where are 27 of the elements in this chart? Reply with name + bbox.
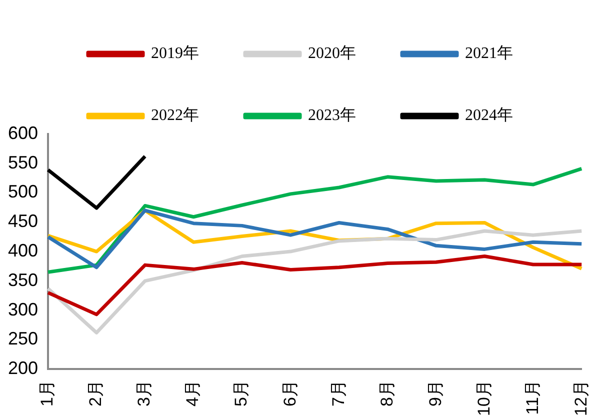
x-tick-label: 4月 xyxy=(183,380,202,407)
y-tick-label: 450 xyxy=(8,211,38,232)
x-tick-label: 9月 xyxy=(426,380,445,407)
x-tick-label: 5月 xyxy=(232,380,251,407)
x-tick-label: 1月 xyxy=(38,380,57,407)
x-tick-label: 11月 xyxy=(522,380,542,415)
legend-label: 2021年 xyxy=(465,45,513,62)
y-tick-label: 200 xyxy=(8,358,38,378)
x-tick-label: 12月 xyxy=(571,380,590,416)
y-tick-label: 500 xyxy=(8,182,38,202)
x-tick-label: 6月 xyxy=(280,380,300,407)
legend-label: 2019年 xyxy=(151,45,199,62)
x-tick-label: 2月 xyxy=(86,380,106,407)
legend-label: 2022年 xyxy=(151,107,199,124)
legend-label: 2023年 xyxy=(308,107,356,124)
x-tick-label: 3月 xyxy=(134,380,154,407)
legend-label: 2020年 xyxy=(308,45,356,62)
y-tick-label: 600 xyxy=(8,122,38,143)
y-tick-label: 550 xyxy=(8,152,38,172)
y-tick-label: 350 xyxy=(8,270,38,290)
x-tick-label: 7月 xyxy=(328,380,348,407)
y-tick-label: 250 xyxy=(8,328,38,349)
x-tick-label: 10月 xyxy=(474,380,494,416)
y-tick-label: 300 xyxy=(8,299,38,320)
legend-label: 2024年 xyxy=(465,107,513,124)
x-tick-label: 8月 xyxy=(377,380,396,407)
y-tick-label: 400 xyxy=(8,240,38,261)
